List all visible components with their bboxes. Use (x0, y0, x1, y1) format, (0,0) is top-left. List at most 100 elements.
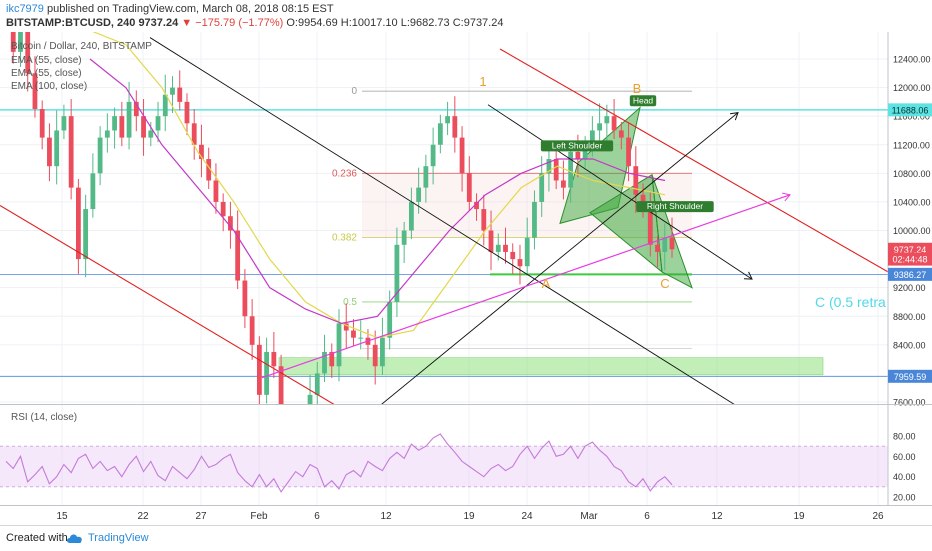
ema-100-line (89, 58, 666, 325)
y-tick-label: 7600.00 (893, 398, 926, 408)
candle-body (141, 116, 146, 138)
candle-body (401, 230, 407, 245)
last-price: 9737.24 (138, 17, 179, 29)
candle-body (589, 130, 595, 145)
candle-body (452, 116, 458, 138)
channel-line-upper (499, 48, 888, 273)
tradingview-cloud-icon (67, 534, 82, 543)
candle-body (575, 151, 581, 160)
candle-body (286, 423, 291, 437)
candle-body (358, 337, 364, 339)
price-tag: 9737.24 (894, 245, 927, 255)
wave-label-a: A (542, 276, 551, 291)
x-tick-label: 12 (711, 511, 723, 522)
price-tag: 7959.59 (894, 372, 927, 382)
rsi-tick-label: 20.00 (893, 493, 916, 503)
candle-body (126, 101, 132, 138)
candle-body (61, 116, 67, 131)
candle-body (561, 180, 566, 188)
candle-body (495, 244, 501, 252)
wave-label-c: C (660, 276, 669, 291)
grid (0, 32, 888, 505)
legend-rsi[interactable]: RSI (14, close) (11, 412, 78, 423)
legend-ema-100[interactable]: EMA (100, close) (11, 81, 88, 92)
candle-body (380, 337, 385, 367)
candle-body (669, 237, 675, 250)
candle-body (162, 94, 168, 117)
candle-body (568, 151, 574, 188)
candle-body (539, 173, 545, 202)
right-shoulder-label-bg (636, 201, 714, 213)
candle-body (264, 351, 270, 395)
candle-body (546, 159, 552, 174)
candle-body (488, 230, 494, 252)
candle-body (75, 187, 81, 260)
candle-body (170, 87, 175, 95)
rsi-tick-label: 40.00 (893, 472, 916, 482)
x-tick-label: Mar (580, 511, 598, 522)
rsi-tick-label: 80.00 (893, 432, 916, 442)
symbol-line: BITSTAMP:BTCUSD, 240 9737.24 ▼ −175.79 (… (6, 17, 503, 29)
tradingview-brand-link[interactable]: TradingView (88, 532, 149, 544)
candle-body (235, 230, 241, 281)
candle-body (39, 109, 45, 138)
trend-line-main (149, 37, 735, 404)
price-tag: 9386.27 (894, 270, 927, 280)
candle-body (155, 116, 161, 131)
candle-body (199, 144, 204, 160)
price-tag: 11688.06 (892, 105, 929, 115)
candle-body (553, 159, 559, 181)
candle-body (119, 116, 125, 138)
candle-body (633, 166, 639, 195)
author-link[interactable]: ikc7979 (6, 3, 44, 15)
fib-label: 0 (351, 86, 357, 97)
rsi-panel (0, 433, 888, 493)
x-tick-label: 24 (521, 511, 533, 522)
right-shoulder-label: Right Shoulder (647, 201, 703, 211)
legend-ema-55-a[interactable]: EMA (55, close) (11, 55, 82, 66)
candle-body (524, 237, 530, 267)
y-tick-label: 12400.00 (893, 55, 931, 65)
candle-body (133, 101, 139, 117)
y-tick-label: 10800.00 (893, 169, 931, 179)
candle-body (32, 73, 38, 110)
candle-body (249, 316, 255, 345)
price-tag: 02:44:48 (892, 255, 927, 265)
candle-body (191, 123, 197, 145)
head-label-bg (629, 95, 657, 107)
candle-body (18, 32, 23, 52)
candle-body (604, 116, 610, 124)
y-tick-label: 10400.00 (893, 197, 931, 207)
wave-label-b: B (633, 81, 642, 96)
legend-ema-55-b[interactable]: EMA (55, close) (11, 68, 82, 79)
y-tick-label: 10000.00 (893, 226, 931, 236)
y-tick-label: 8800.00 (893, 312, 926, 322)
fib-label: 0.236 (332, 168, 357, 179)
y-tick-label: 9200.00 (893, 283, 926, 293)
y-tick-label: 12000.00 (893, 83, 931, 93)
x-tick-label: 6 (644, 511, 650, 522)
candle-body (597, 123, 603, 131)
candle-body (148, 130, 154, 138)
candle-body (104, 130, 110, 138)
published-text: published on TradingView.com, March 08, … (46, 3, 334, 15)
candle-body (97, 137, 103, 174)
candle-body (329, 351, 335, 367)
axes: 15 22 27 Feb 6 12 19 24 Mar 6 12 19 26 12400.00 12000.… (0, 32, 932, 522)
head-label: Head (633, 95, 654, 105)
candle-body (510, 251, 516, 260)
left-shoulder-label-bg (540, 140, 614, 152)
candle-body (54, 130, 60, 167)
left-shoulder-label: Left Shoulder (552, 140, 603, 150)
trend-line-right (487, 104, 753, 280)
candle-body (184, 101, 190, 124)
candle-body (611, 116, 617, 131)
arrowhead-icon (743, 271, 753, 280)
created-with-label: Created with (6, 532, 68, 544)
candle-body (47, 137, 52, 167)
candle-body (416, 187, 422, 202)
candle-body (307, 394, 313, 404)
wave-label-1: 1 (479, 74, 486, 89)
candle-body (423, 166, 429, 188)
